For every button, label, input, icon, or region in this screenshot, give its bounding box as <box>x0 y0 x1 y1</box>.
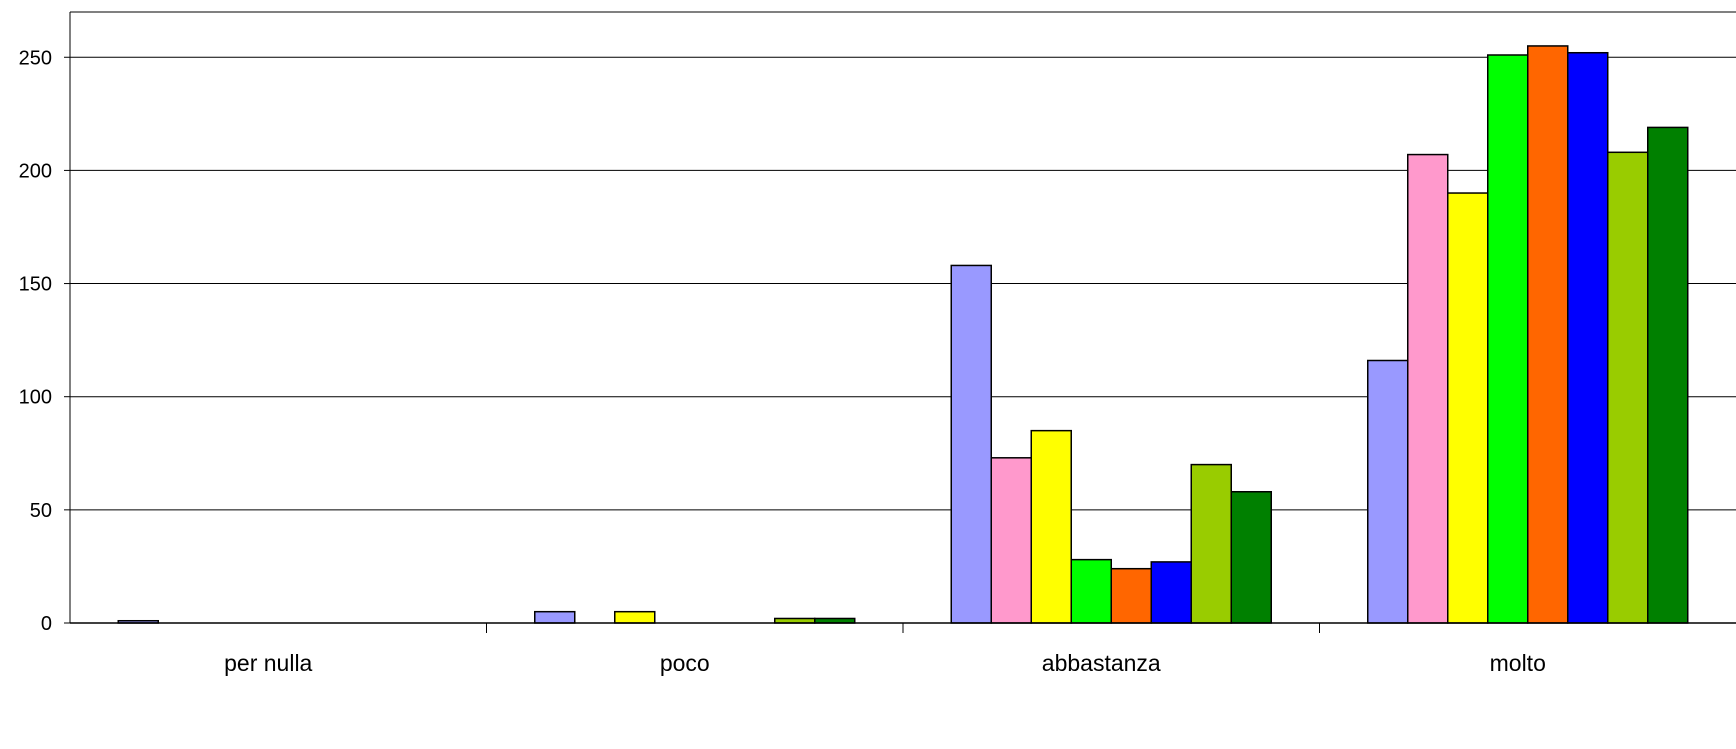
y-tick-label: 100 <box>19 387 52 409</box>
bar <box>1567 51 1609 624</box>
bar <box>1407 153 1449 624</box>
x-category-label: molto <box>1490 650 1546 676</box>
bar <box>1110 567 1152 624</box>
bar <box>1030 429 1072 624</box>
bars <box>117 45 1689 624</box>
bar <box>1070 558 1112 624</box>
y-tick-label: 250 <box>19 47 52 69</box>
y-tick-label: 0 <box>41 613 52 635</box>
axis-labels: 0 50 100 150 200 250 per nulla poco abbastanza mo… <box>19 47 1546 676</box>
y-tick-label: 200 <box>19 160 52 182</box>
bar <box>1447 192 1489 624</box>
y-tick-label: 50 <box>30 500 52 522</box>
bar <box>1527 45 1569 624</box>
bar <box>950 264 992 624</box>
x-category-label: abbastanza <box>1042 650 1161 676</box>
bar <box>1190 463 1232 624</box>
bar <box>534 610 576 624</box>
x-category-label: per nulla <box>224 650 312 676</box>
bar <box>1607 151 1649 624</box>
bar <box>1367 359 1409 624</box>
y-tick-label: 150 <box>19 274 52 296</box>
bar <box>1230 490 1272 624</box>
bar <box>1150 561 1192 624</box>
axes <box>64 11 1736 633</box>
bar <box>1487 54 1529 624</box>
x-category-label: poco <box>660 650 710 676</box>
bar <box>614 610 656 624</box>
bar <box>990 457 1032 624</box>
bar <box>1647 126 1689 624</box>
